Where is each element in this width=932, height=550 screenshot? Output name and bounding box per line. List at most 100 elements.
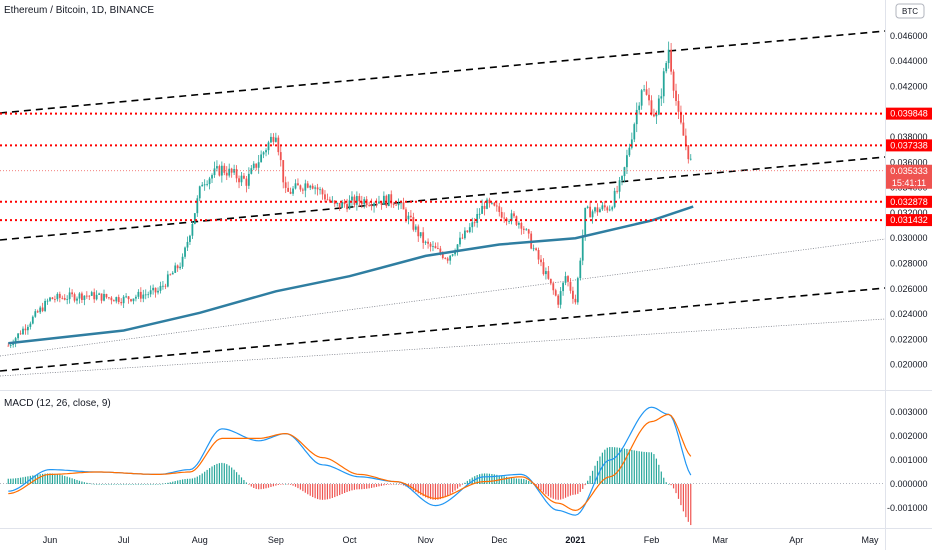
candle-body bbox=[260, 154, 263, 163]
macd-histogram-bar bbox=[69, 477, 71, 484]
macd-histogram-bar bbox=[596, 460, 599, 484]
macd-histogram-bar bbox=[147, 484, 149, 485]
macd-axis[interactable]: 0.003000 0.002000 0.001000 0.000000 -0.00100… bbox=[887, 407, 928, 513]
candle-body bbox=[584, 207, 587, 236]
candle-body bbox=[459, 237, 461, 245]
candle-body bbox=[108, 297, 110, 299]
candle-body bbox=[493, 202, 496, 206]
macd-histogram-bar bbox=[326, 484, 329, 500]
currency-badge[interactable]: BTC bbox=[895, 3, 925, 19]
candle-body bbox=[181, 256, 184, 267]
candle-body bbox=[478, 213, 481, 215]
candle-body bbox=[36, 311, 39, 313]
candle-body bbox=[159, 285, 162, 291]
candle-body bbox=[117, 297, 120, 303]
candle-body bbox=[95, 294, 98, 300]
candle-body bbox=[481, 205, 483, 214]
macd-histogram-bar bbox=[454, 484, 456, 491]
macd-histogram-bar bbox=[427, 484, 429, 499]
candle-body bbox=[557, 295, 560, 305]
candle-body bbox=[297, 183, 299, 186]
candle-body bbox=[488, 199, 491, 204]
candle-body bbox=[564, 276, 567, 283]
candle-body bbox=[311, 185, 314, 189]
candle-body bbox=[31, 316, 34, 324]
macd-histogram-bar bbox=[618, 447, 621, 484]
macd-histogram-bar bbox=[297, 484, 299, 489]
macd-histogram-bar bbox=[204, 471, 206, 484]
macd-histogram-bar bbox=[314, 484, 316, 499]
candle-body bbox=[56, 293, 59, 300]
macd-histogram-bar bbox=[555, 484, 557, 500]
candle-body bbox=[412, 217, 415, 230]
candle-body bbox=[225, 172, 228, 176]
candle-body bbox=[76, 298, 78, 301]
macd-histogram-bar bbox=[108, 484, 110, 485]
macd-histogram-bar bbox=[348, 484, 351, 492]
macd-histogram-bar bbox=[371, 484, 373, 488]
price-pane[interactable] bbox=[0, 30, 886, 377]
macd-histogram-bar bbox=[324, 484, 326, 500]
macd-histogram-bar bbox=[307, 484, 309, 495]
macd-histogram-bar bbox=[496, 474, 498, 484]
macd-histogram-bar bbox=[493, 474, 495, 484]
candle-body bbox=[132, 298, 135, 302]
macd-title: MACD (12, 26, close, 9) bbox=[4, 398, 111, 409]
macd-histogram-bar bbox=[528, 480, 530, 484]
time-tick-label: Jul bbox=[118, 535, 130, 545]
macd-histogram-bar bbox=[557, 484, 559, 500]
macd-histogram-bar bbox=[415, 484, 417, 492]
candle-body bbox=[130, 299, 132, 302]
macd-histogram-bar bbox=[513, 478, 515, 484]
macd-histogram-bar bbox=[564, 484, 567, 498]
candle-body bbox=[272, 136, 275, 142]
candle-body bbox=[392, 203, 395, 205]
macd-histogram-bar bbox=[83, 482, 85, 484]
candle-body bbox=[287, 187, 290, 192]
macd-histogram-bar bbox=[614, 447, 616, 484]
candle-body bbox=[238, 178, 240, 183]
macd-histogram-bar bbox=[150, 484, 152, 485]
macd-histogram-bar bbox=[542, 484, 545, 493]
macd-histogram-bar bbox=[115, 484, 117, 485]
candle-body bbox=[567, 276, 569, 282]
candle-body bbox=[157, 290, 159, 293]
candle-body bbox=[603, 205, 606, 208]
macd-histogram-bar bbox=[665, 482, 667, 484]
macd-histogram-bar bbox=[272, 484, 275, 487]
macd-histogram-bar bbox=[582, 484, 584, 489]
macd-histogram-bar bbox=[655, 458, 657, 484]
candle-body bbox=[186, 241, 189, 248]
time-axis[interactable]: Jun Jul Aug Sep Oct Nov Dec 2021 Feb Mar Apr May bbox=[43, 535, 879, 545]
macd-histogram-bar bbox=[66, 476, 68, 484]
candle-body bbox=[382, 195, 385, 205]
candle-body bbox=[513, 213, 515, 217]
candle-body bbox=[397, 203, 400, 206]
candle-body bbox=[27, 326, 29, 331]
macd-histogram-bar bbox=[631, 449, 633, 484]
candle-body bbox=[262, 152, 265, 155]
dotted-trendline bbox=[0, 318, 886, 377]
macd-histogram-bar bbox=[302, 484, 304, 492]
macd-pane[interactable] bbox=[0, 406, 885, 526]
macd-histogram-bar bbox=[545, 484, 547, 495]
macd-histogram-bar bbox=[464, 482, 466, 484]
macd-histogram-bar bbox=[628, 449, 630, 484]
macd-histogram-bar bbox=[120, 484, 122, 485]
macd-histogram-bar bbox=[476, 475, 478, 484]
candle-body bbox=[689, 158, 692, 160]
macd-histogram-bar bbox=[479, 474, 481, 484]
candle-body bbox=[336, 202, 339, 204]
macd-histogram-bar bbox=[518, 478, 520, 484]
macd-histogram-bar bbox=[412, 484, 414, 491]
candle-body bbox=[547, 271, 550, 279]
macd-histogram-bar bbox=[611, 447, 613, 484]
candle-body bbox=[216, 166, 218, 169]
candle-body bbox=[434, 246, 437, 249]
candle-body bbox=[461, 237, 464, 239]
candle-body bbox=[12, 343, 15, 346]
candle-body bbox=[601, 205, 604, 210]
candle-body bbox=[250, 168, 253, 174]
candle-body bbox=[449, 255, 452, 261]
